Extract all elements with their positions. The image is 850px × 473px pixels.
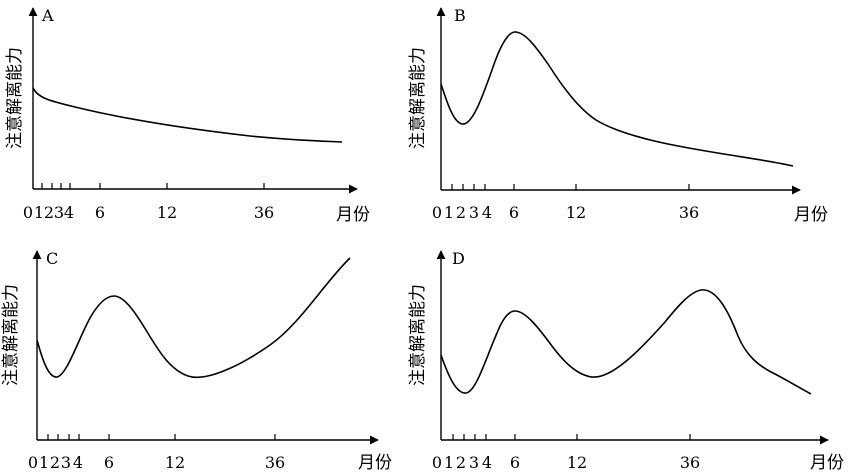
panel-c-tick-label-2: 2 [50, 453, 60, 472]
panel-c-tick-labels: 0 1 2 3 4 6 12 36 [28, 453, 285, 472]
panel-c-x-label: 月份 [358, 453, 392, 473]
panel-a-tick-label-0: 0 [23, 203, 33, 222]
panel-d-ticks [452, 434, 691, 440]
panel-b-tick-label-12: 12 [566, 203, 586, 222]
panel-a-tick-label-2: 2 [44, 203, 54, 222]
panel-b-title: B [454, 6, 466, 25]
panel-d-curve [440, 289, 812, 395]
panel-d-y-label: 注意解离能力 [408, 284, 428, 386]
panel-d-tick-label-2: 2 [456, 453, 466, 472]
panel-d-x-label: 月份 [810, 453, 844, 473]
panel-a-x-label: 月份 [336, 205, 370, 225]
panel-a-tick-label-36: 36 [254, 203, 274, 222]
panel-c-tick-label-0: 0 [28, 453, 38, 472]
panel-c: C 注意解离能力 月份 0 1 2 3 4 6 12 36 [1, 249, 392, 473]
panel-a: A 注意解离能力 月份 0 1 2 3 4 6 12 36 [5, 6, 370, 225]
panel-b: B 注意解离能力 月份 0 1 2 3 4 6 12 36 [408, 6, 828, 225]
panel-d-tick-label-12: 12 [567, 453, 587, 472]
panel-b-tick-label-0: 0 [432, 203, 442, 222]
panel-b-tick-labels: 0 1 2 3 4 6 12 36 [432, 203, 699, 222]
panel-d-tick-labels: 0 1 2 3 4 6 12 36 [432, 453, 700, 472]
panel-a-title: A [41, 6, 54, 25]
panel-b-tick-label-6: 6 [509, 203, 519, 222]
panel-c-tick-label-12: 12 [165, 453, 185, 472]
panel-d-tick-label-0: 0 [432, 453, 442, 472]
panel-c-curve [36, 257, 351, 378]
panel-d-tick-label-4: 4 [482, 453, 492, 472]
panel-a-tick-labels: 0 1 2 3 4 6 12 36 [23, 203, 274, 222]
panel-b-tick-label-4: 4 [482, 203, 492, 222]
panel-b-tick-label-36: 36 [679, 203, 699, 222]
panel-b-curve [440, 31, 794, 167]
panel-d-tick-label-36: 36 [680, 453, 700, 472]
panel-d-tick-label-3: 3 [469, 453, 479, 472]
panel-b-x-label: 月份 [794, 205, 828, 225]
panel-b-tick-label-2: 2 [456, 203, 466, 222]
panel-a-tick-label-3: 3 [54, 203, 64, 222]
panel-c-tick-label-1: 1 [39, 453, 49, 472]
panel-a-ticks [41, 183, 265, 189]
panel-c-title: C [46, 249, 58, 268]
panel-c-tick-label-3: 3 [61, 453, 71, 472]
panel-d-title: D [452, 249, 465, 268]
panel-b-ticks [451, 184, 690, 190]
panel-b-y-label: 注意解离能力 [408, 47, 428, 149]
panel-c-y-label: 注意解离能力 [1, 284, 21, 386]
panel-d-tick-label-1: 1 [444, 453, 454, 472]
panel-c-ticks [47, 434, 276, 440]
panel-c-tick-label-6: 6 [104, 453, 114, 472]
panel-d: D 注意解离能力 月份 0 1 2 3 4 6 12 36 [408, 249, 844, 473]
panel-a-tick-label-6: 6 [95, 203, 105, 222]
panel-c-tick-label-4: 4 [73, 453, 83, 472]
panel-a-tick-label-12: 12 [157, 203, 177, 222]
panel-b-tick-label-1: 1 [444, 203, 454, 222]
panel-a-curve [32, 87, 343, 143]
panel-a-tick-label-1: 1 [34, 203, 44, 222]
panel-d-tick-label-6: 6 [510, 453, 520, 472]
panel-c-tick-label-36: 36 [265, 453, 285, 472]
panel-a-y-label: 注意解离能力 [5, 47, 25, 149]
panel-b-tick-label-3: 3 [469, 203, 479, 222]
panel-a-tick-label-4: 4 [64, 203, 74, 222]
